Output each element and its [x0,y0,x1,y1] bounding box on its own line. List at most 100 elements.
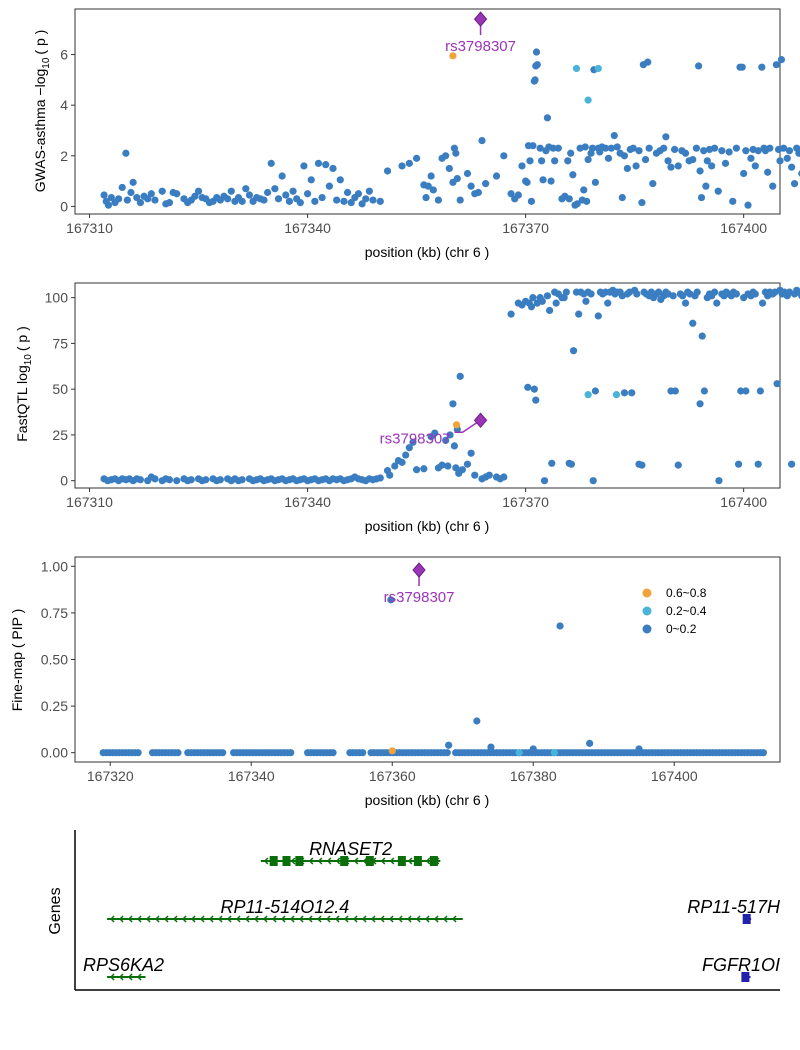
strand-arrow [343,915,349,923]
fastqtl-point [698,332,706,340]
fastqtl-point [560,294,568,302]
fastqtl-point [655,288,663,296]
gwas-point [107,193,115,202]
gwas-point [681,149,690,157]
finemap-point [635,745,643,753]
fastqtl-y-tick-label: 50 [52,381,68,397]
fastqtl-point [710,288,719,296]
strand-arrow [388,915,394,923]
gene-rps6ka2: RPS6KA2 [83,955,164,981]
finemap-x-tick-label: 167360 [369,768,416,784]
finemap-point [556,622,564,630]
gwas-point [543,114,552,122]
gwas-ld-point [594,64,602,73]
gwas-point [694,62,703,70]
gwas-point [564,157,572,165]
finemap-points [99,596,768,757]
strand-arrow [118,915,124,923]
gwas-point [788,163,796,171]
fastqtl-point [633,290,641,298]
gwas-point [539,176,547,184]
strand-arrow [352,915,358,923]
gene-exon [340,856,349,866]
gwas-points [100,48,800,209]
fastqtl-point [689,319,697,327]
gwas-point [289,187,297,195]
gwas-point [725,148,733,156]
legend-swatch [642,606,652,616]
fastqtl-point [589,477,597,485]
gwas-point [644,58,652,66]
fastqtl-point [638,461,646,469]
legend-label: 0~0.2 [666,622,697,636]
strand-arrow [317,857,323,865]
strand-arrow [181,915,187,923]
strand-arrow [406,915,412,923]
strand-arrow [109,915,115,923]
gwas-ld-point [584,96,592,104]
gwas-point [584,155,592,164]
gwas-point [242,185,250,193]
finemap-point [487,743,495,751]
gwas-point [136,199,145,207]
gwas-point [123,196,131,204]
gene-exon [413,856,422,866]
gene-exon [365,856,374,866]
fastqtl-y-tick-label: 75 [52,335,68,351]
gwas-point [267,159,275,167]
gwas-point [322,161,330,169]
fastqtl-point [532,396,540,404]
gwas-point [434,196,443,204]
fastqtl-lead-label: rs3798307 [380,430,451,447]
gwas-point [777,56,786,64]
fastqtl-point [734,460,743,468]
gwas-point [708,162,716,170]
gwas-point [314,159,323,167]
fastqtl-point [742,387,750,395]
gene-exon [397,856,406,866]
fastqtl-point [594,312,602,320]
finemap-point [445,741,453,749]
legend-label: 0.2~0.4 [666,604,707,618]
gwas-point [453,174,461,183]
finemap-ld-point [515,749,523,757]
fastqtl-point [538,297,546,305]
fastqtl-point [540,477,549,485]
legend-label: 0.6~0.8 [666,586,707,600]
finemap-point [359,749,367,757]
strand-arrow [109,973,115,981]
fastqtl-point [136,476,145,484]
gwas-point [554,144,562,152]
fastqtl-point [431,429,439,437]
gwas-point [165,199,174,207]
finemap-point [387,596,395,604]
gwas-point [500,152,508,160]
fastqtl-point [151,475,159,483]
gwas-point [764,168,772,176]
fastqtl-point [679,292,687,300]
fastqtl-x-tick-label: 167370 [502,494,549,510]
gwas-point [325,182,333,190]
fastqtl-point [569,347,578,355]
gwas-point [129,178,137,186]
fastqtl-x-axis-label: position (kb) (chr 6 ) [365,518,489,534]
finemap-point [759,749,768,757]
gwas-point [282,191,290,199]
gwas-point [115,195,123,203]
strand-arrow [262,915,268,923]
strand-arrow [316,915,322,923]
strand-arrow [136,973,142,981]
finemap-point [586,739,594,747]
gwas-point [689,155,697,164]
gene-exon [282,856,291,866]
gwas-point [697,193,706,202]
finemap-point [219,749,227,757]
fastqtl-point [751,290,759,298]
fastqtl-point [604,299,612,307]
strand-arrow [172,915,178,923]
gwas-point [523,178,531,186]
gwas-point [307,176,315,184]
strand-arrow [280,915,286,923]
gwas-point [747,154,755,162]
strand-arrow [407,857,413,865]
